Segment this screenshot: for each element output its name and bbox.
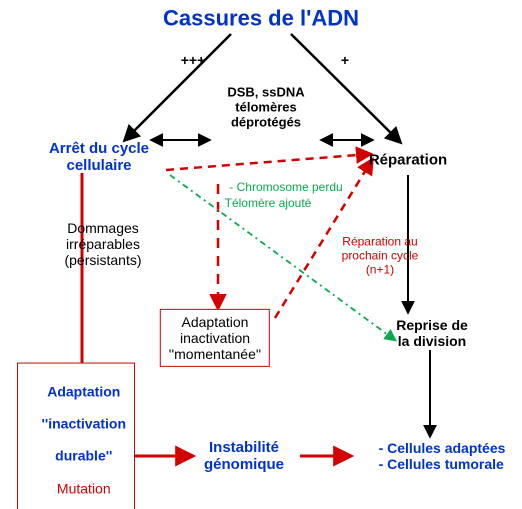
dsb-label: DSB, ssDNA télomères déprotégés xyxy=(227,86,304,131)
diagram-root: Cassures de l'ADN +++ + DSB, ssDNA télom… xyxy=(0,0,522,509)
arrow xyxy=(125,34,231,140)
plus-three: +++ xyxy=(181,52,206,68)
plus-one: + xyxy=(341,52,349,68)
dommages-label: Dommages irréparables (persistants) xyxy=(64,220,141,268)
adapt-durable-l1: Adaptation xyxy=(47,384,120,400)
arret-label: Arrêt du cycle cellulaire xyxy=(49,140,149,175)
adapt-durable-l3: durable'' xyxy=(55,448,112,464)
repcycle-label: Réparation au prochain cycle (n+1) xyxy=(342,235,419,276)
telomere-label: Télomère ajouté xyxy=(225,197,312,211)
arrow xyxy=(291,34,400,142)
reparation-label: Réparation xyxy=(369,151,447,168)
adapt-durable-l2: ''inactivation xyxy=(42,416,126,432)
adapt-durable-box: Adaptation ''inactivation durable'' Muta… xyxy=(17,363,135,509)
adapt-momentanee-box: Adaptation inactivation ''momentanée'' xyxy=(160,309,270,367)
reprise-label: Reprise de la division xyxy=(396,317,468,349)
instabilite-label: Instabilité génomique xyxy=(204,439,284,474)
arrow xyxy=(166,154,370,170)
cellules-label: - Cellules adaptées - Cellules tumorale xyxy=(379,440,506,472)
title: Cassures de l'ADN xyxy=(163,5,359,30)
adapt-durable-l4: Mutation xyxy=(57,480,111,496)
chromosome-label: - Chromosome perdu xyxy=(229,181,342,195)
